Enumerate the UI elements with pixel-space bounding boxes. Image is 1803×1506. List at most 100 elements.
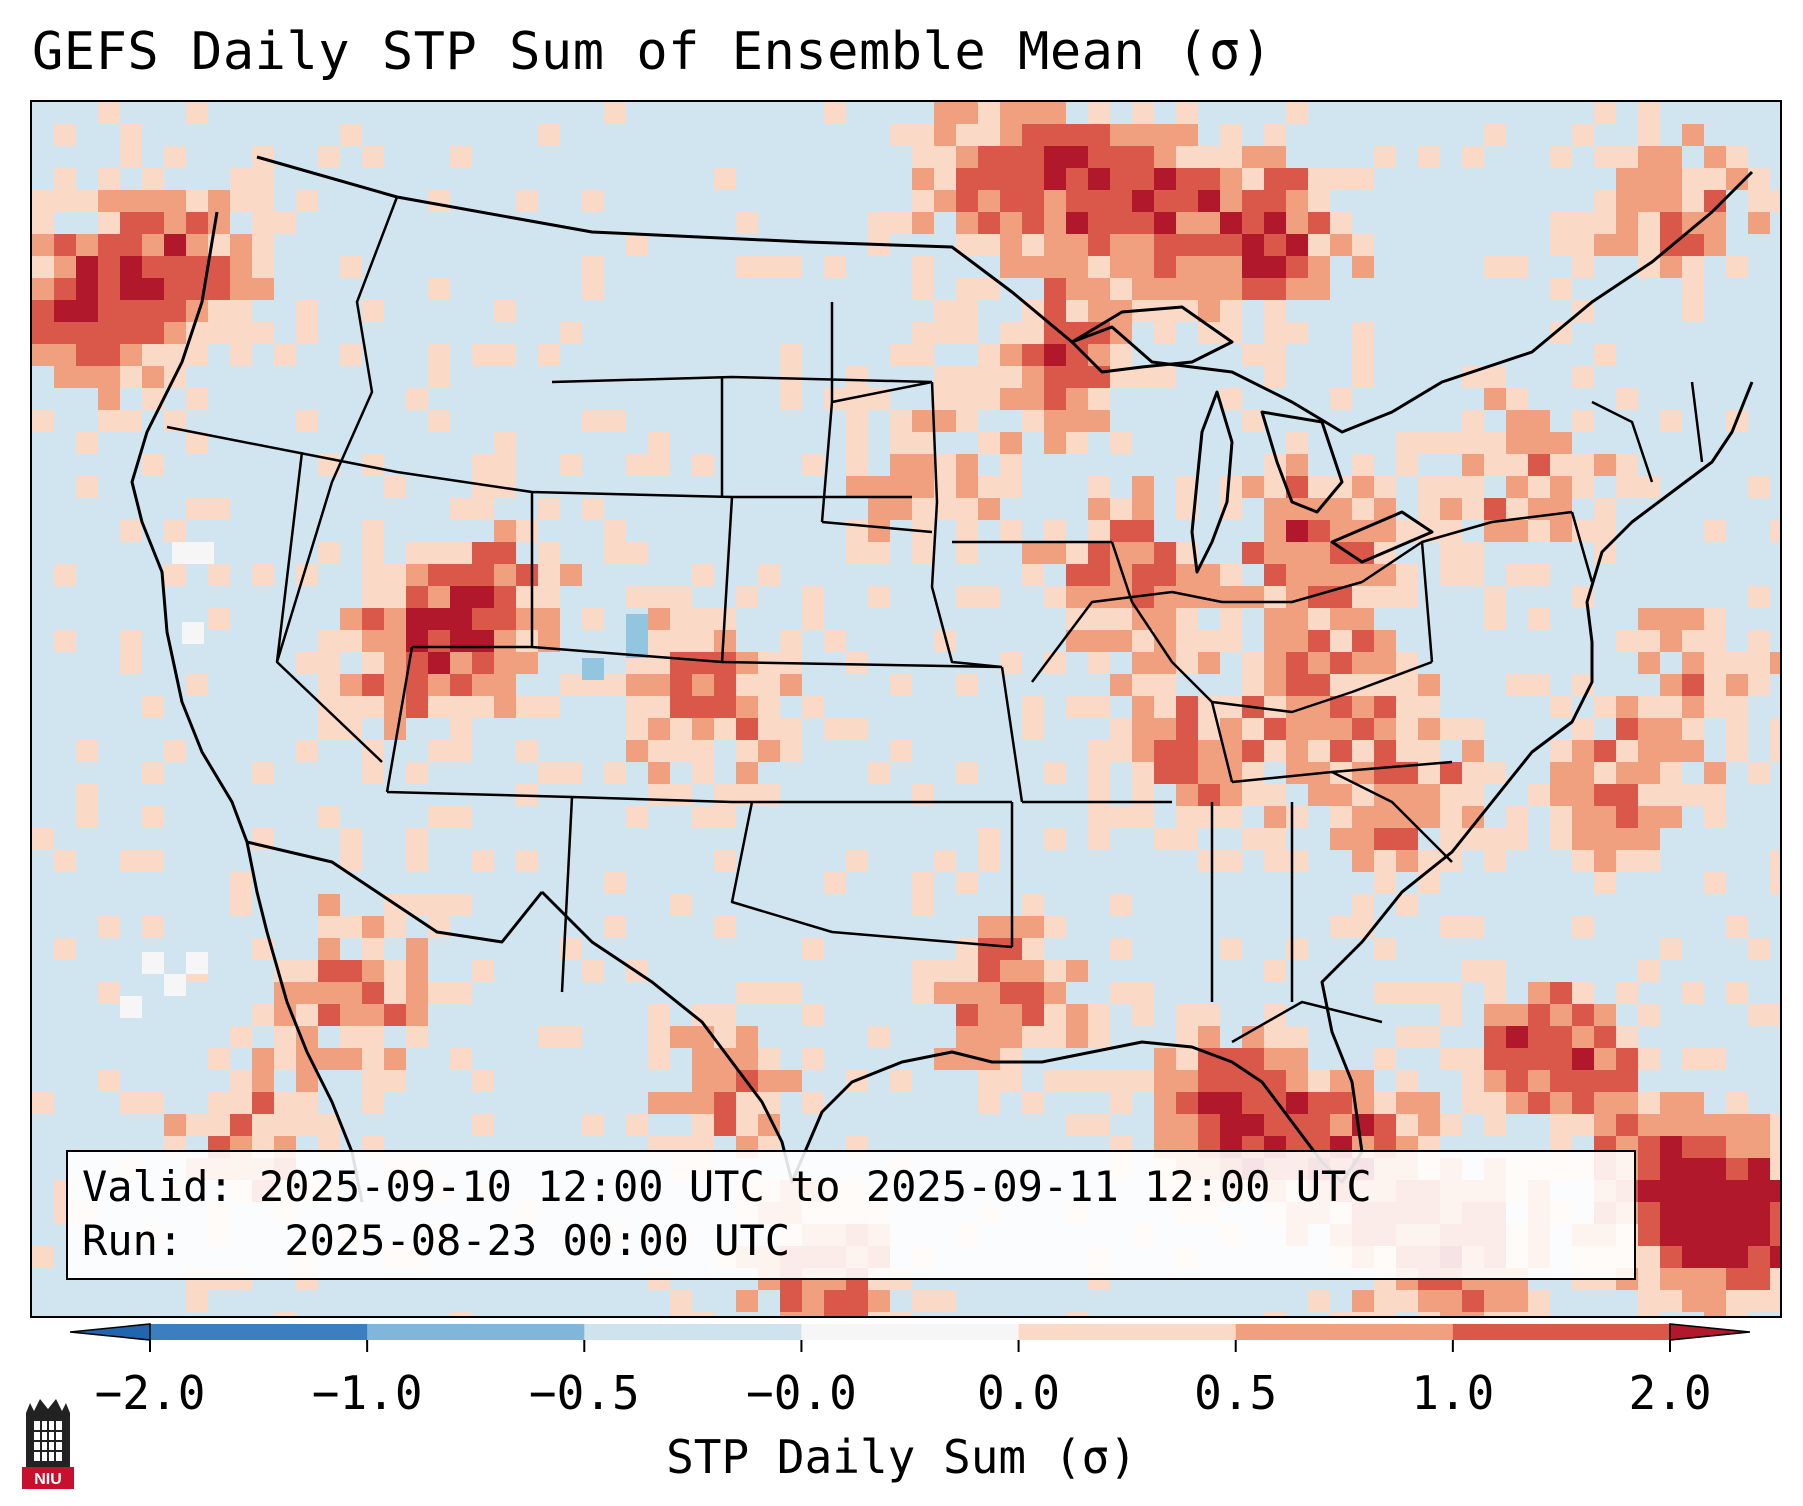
stp-cell xyxy=(1000,388,1022,410)
colorbar-label: STP Daily Sum (σ) xyxy=(666,1430,1137,1484)
stp-cell xyxy=(1198,1114,1220,1136)
stp-cell xyxy=(120,996,142,1018)
stp-cell xyxy=(1550,432,1572,454)
stp-cell xyxy=(1594,806,1616,828)
stp-cell xyxy=(824,102,846,124)
stp-cell xyxy=(912,190,934,212)
stp-cell xyxy=(1638,850,1660,872)
stp-cell xyxy=(1220,300,1242,322)
stp-cell xyxy=(362,652,384,674)
stp-cell xyxy=(1462,454,1484,476)
stp-cell xyxy=(1638,1246,1660,1268)
stp-cell xyxy=(648,1026,670,1048)
stp-cell xyxy=(978,850,1000,872)
stp-cell xyxy=(340,256,362,278)
stp-cell xyxy=(1220,608,1242,630)
stp-cell xyxy=(1044,432,1066,454)
stp-cell xyxy=(450,542,472,564)
stp-cell xyxy=(1418,476,1440,498)
stp-cell xyxy=(1462,498,1484,520)
stp-cell xyxy=(1638,146,1660,168)
stp-cell xyxy=(670,674,692,696)
stp-cell xyxy=(912,256,934,278)
stp-cell xyxy=(1660,1136,1682,1158)
stp-cell xyxy=(1044,102,1066,124)
stp-cell xyxy=(1308,718,1330,740)
stp-cell xyxy=(1594,498,1616,520)
stp-cell xyxy=(1022,366,1044,388)
stp-cell xyxy=(1198,586,1220,608)
stp-cell xyxy=(208,322,230,344)
stp-cell xyxy=(978,828,1000,850)
stp-cell xyxy=(714,630,736,652)
stp-cell xyxy=(1198,300,1220,322)
stp-cell xyxy=(1506,410,1528,432)
stp-cell xyxy=(1396,586,1418,608)
stp-cell xyxy=(912,432,934,454)
stp-cell xyxy=(1286,1048,1308,1070)
stp-cell xyxy=(1110,1092,1132,1114)
stp-cell xyxy=(1044,1070,1066,1092)
stp-cell xyxy=(1660,190,1682,212)
stp-cell xyxy=(1352,740,1374,762)
stp-cell xyxy=(758,696,780,718)
stp-cell xyxy=(318,146,340,168)
stp-cell xyxy=(1154,828,1176,850)
stp-cell xyxy=(1286,212,1308,234)
stp-cell xyxy=(1572,234,1594,256)
stp-cell xyxy=(1022,564,1044,586)
stp-cell xyxy=(890,410,912,432)
stp-cell xyxy=(626,806,648,828)
stp-cell xyxy=(1594,1114,1616,1136)
stp-cell xyxy=(1726,674,1748,696)
stp-cell xyxy=(406,1026,428,1048)
stp-cell xyxy=(1022,1004,1044,1026)
stp-cell xyxy=(692,630,714,652)
stp-cell xyxy=(1660,1268,1682,1290)
stp-cell xyxy=(1748,630,1770,652)
stp-cell xyxy=(1044,1026,1066,1048)
stp-cell xyxy=(1110,542,1132,564)
stp-cell xyxy=(252,564,274,586)
stp-cell xyxy=(1044,828,1066,850)
stp-cell xyxy=(1748,1136,1770,1158)
stp-cell xyxy=(890,476,912,498)
stp-cell xyxy=(32,1092,54,1114)
stp-cell xyxy=(692,652,714,674)
stp-cell xyxy=(1088,652,1110,674)
stp-cell xyxy=(582,190,604,212)
stp-cell xyxy=(54,344,76,366)
stp-cell xyxy=(1154,696,1176,718)
stp-cell xyxy=(1396,982,1418,1004)
stp-cell xyxy=(1198,146,1220,168)
stp-cell xyxy=(1308,234,1330,256)
stp-cell xyxy=(164,1114,186,1136)
pacific-coastline xyxy=(130,211,364,1203)
stp-cell xyxy=(1682,1246,1704,1268)
stp-cell xyxy=(1264,740,1286,762)
stp-cell xyxy=(1088,498,1110,520)
stp-cell xyxy=(428,982,450,1004)
stp-cell xyxy=(1484,1004,1506,1026)
stp-cell xyxy=(362,938,384,960)
stp-cell xyxy=(1572,256,1594,278)
stp-cell xyxy=(956,322,978,344)
stp-cell xyxy=(1330,1092,1352,1114)
stp-cell xyxy=(1440,564,1462,586)
stp-cell xyxy=(802,1312,824,1316)
stp-cell xyxy=(516,652,538,674)
stp-cell xyxy=(912,476,934,498)
stp-cell xyxy=(1022,234,1044,256)
stp-cell xyxy=(1682,718,1704,740)
stp-cell xyxy=(1418,1092,1440,1114)
stp-cell xyxy=(1484,586,1506,608)
stp-cell xyxy=(956,388,978,410)
stp-cell xyxy=(318,542,340,564)
stp-cell xyxy=(1374,520,1396,542)
colorbar-tick-label: −2.0 xyxy=(94,1366,206,1420)
stp-cell xyxy=(692,608,714,630)
stp-cell xyxy=(494,344,516,366)
stp-cell xyxy=(98,102,120,124)
stp-cell xyxy=(252,1004,274,1026)
stp-cell xyxy=(1000,432,1022,454)
